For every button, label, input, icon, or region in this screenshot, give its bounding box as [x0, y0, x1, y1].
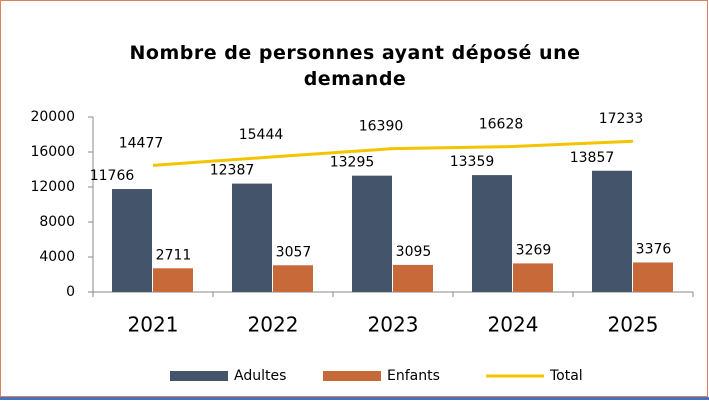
- data-label: 13359: [450, 154, 495, 170]
- data-label: 16390: [359, 119, 404, 135]
- bar: [232, 183, 272, 292]
- data-label: 2711: [156, 247, 192, 263]
- chart-title: Nombre de personnes ayant déposé une dem…: [129, 42, 581, 90]
- data-label: 3376: [636, 241, 672, 257]
- data-label: 11766: [90, 168, 135, 184]
- bar: [273, 265, 313, 292]
- bar: [633, 262, 673, 292]
- bar: [393, 264, 433, 292]
- bar: [112, 189, 152, 292]
- bar: [153, 268, 193, 292]
- x-tick-label: 2024: [488, 313, 539, 337]
- y-tick-label: 16000: [30, 144, 75, 160]
- x-tick-label: 2022: [248, 313, 299, 337]
- bar: [352, 175, 392, 292]
- y-tick-label: 12000: [30, 179, 75, 195]
- y-tick-label: 4000: [39, 249, 75, 265]
- data-label: 16628: [479, 117, 524, 133]
- y-tick-label: 0: [66, 284, 75, 300]
- data-label: 17233: [599, 111, 644, 127]
- legend-label: Enfants: [387, 368, 440, 384]
- data-label: 3095: [396, 244, 432, 260]
- data-label: 13295: [330, 155, 375, 171]
- bar: [472, 175, 512, 292]
- data-label: 14477: [119, 135, 164, 151]
- bar: [592, 170, 632, 292]
- legend-swatch: [170, 371, 228, 381]
- data-label: 3057: [276, 244, 312, 260]
- y-tick-label: 8000: [39, 214, 75, 230]
- legend-label: Adultes: [234, 368, 286, 384]
- data-label: 3269: [516, 242, 552, 258]
- x-tick-label: 2021: [128, 313, 179, 337]
- data-label: 15444: [239, 127, 284, 143]
- legend-swatch: [323, 371, 381, 381]
- y-tick-label: 20000: [30, 109, 75, 125]
- data-label: 12387: [210, 163, 255, 179]
- x-tick-label: 2023: [368, 313, 419, 337]
- line-series: [152, 139, 634, 167]
- x-tick-label: 2025: [608, 313, 659, 337]
- legend-label: Total: [549, 368, 583, 384]
- data-label: 13857: [570, 150, 615, 166]
- bar: [513, 263, 553, 292]
